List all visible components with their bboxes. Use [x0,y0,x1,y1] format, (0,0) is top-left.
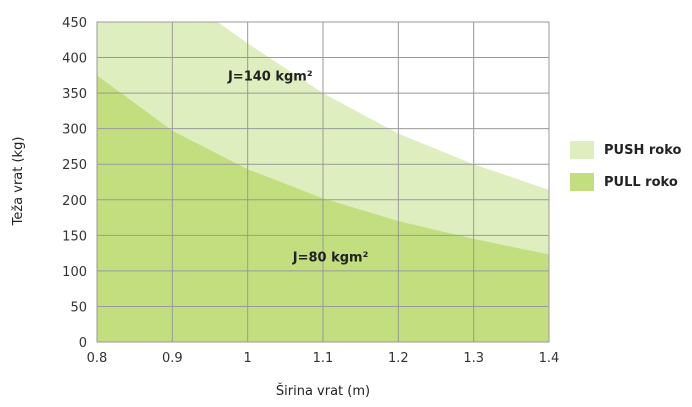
legend-swatch-push [570,141,594,159]
y-tick-label-3: 150 [62,229,87,244]
x-tick-labels: 0.8 0.9 1 1.1 1.2 1.3 1.4 [87,351,560,366]
chart-annotations: J=140 kgm² J=80 kgm² [227,69,368,265]
legend-swatch-pull [570,173,594,191]
legend-item-pull: PULL roko [570,173,681,191]
y-tick-label-4: 200 [62,194,87,209]
x-tick-label-0: 0.8 [87,351,108,366]
y-axis-label: Teža vrat (kg) [11,137,26,227]
legend: PUSH roko PULL roko [570,141,681,205]
y-tick-label-0: 0 [79,336,87,351]
y-tick-label-8: 400 [62,52,87,67]
x-tick-label-6: 1.4 [539,351,560,366]
y-tick-label-9: 450 [62,16,87,31]
y-tick-label-1: 50 [70,300,87,315]
chart-grid [96,21,550,343]
legend-label-pull: PULL roko [604,174,678,190]
x-tick-label-3: 1.1 [313,351,334,366]
y-tick-label-6: 300 [62,123,87,138]
legend-item-push: PUSH roko [570,141,681,159]
x-tick-label-2: 1 [244,351,252,366]
y-tick-label-2: 100 [62,265,87,280]
annotation-0: J=140 kgm² [227,69,313,84]
y-tick-label-5: 250 [62,158,87,173]
y-tick-labels: 0 50 100 150 200 250 300 350 400 450 [62,16,87,351]
plot-border [96,21,550,343]
x-tick-label-4: 1.2 [388,351,409,366]
annotation-1: J=80 kgm² [292,251,369,266]
x-tick-label-1: 0.9 [162,351,183,366]
x-axis-label: Širina vrat (m) [276,383,370,399]
y-tick-label-7: 350 [62,87,87,102]
x-tick-label-5: 1.3 [463,351,484,366]
legend-label-push: PUSH roko [604,142,682,158]
